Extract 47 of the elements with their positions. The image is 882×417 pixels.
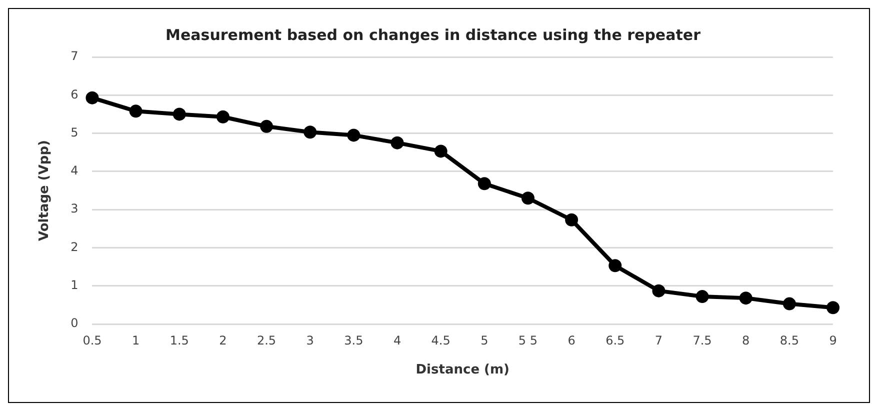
point <box>129 104 142 118</box>
x-tick-label: 7.5 <box>692 333 712 348</box>
x-tick-label: 9 <box>829 333 837 348</box>
x-axis-title: Distance (m) <box>416 362 510 378</box>
chart-title: Measurement based on changes in distance using the repeater <box>166 26 702 44</box>
point <box>86 91 99 104</box>
x-tick-label: 1 <box>132 333 140 348</box>
point <box>739 292 752 305</box>
x-tick-label: 2 <box>219 333 227 348</box>
x-tick-label: 4 <box>393 333 402 348</box>
point <box>434 144 448 158</box>
x-tick-label: 2.5 <box>256 333 276 348</box>
point <box>782 297 796 310</box>
x-tick-label: 4.5 <box>431 333 450 348</box>
x-tick-label: 3.5 <box>344 333 364 348</box>
y-tick-label: 7 <box>70 49 78 64</box>
y-tick-label: 1 <box>70 278 78 292</box>
x-tick-label: 8 <box>742 333 750 348</box>
y-axis-title: Voltage (Vpp) <box>37 140 52 241</box>
point <box>390 136 404 150</box>
x-tick-label: 7 <box>654 333 663 348</box>
x-tick-label: 5 5 <box>518 333 538 348</box>
x-tick-label: 6 <box>568 333 576 348</box>
point <box>304 126 317 139</box>
x-tick-label: 3 <box>306 333 314 348</box>
point <box>216 110 230 124</box>
point <box>521 192 534 205</box>
y-tick-label: 5 <box>70 125 78 140</box>
x-tick-label: 5 <box>480 333 488 348</box>
point <box>826 301 840 314</box>
y-tick-label: 6 <box>70 87 78 102</box>
point <box>565 213 578 226</box>
x-tick-label: 6.5 <box>606 333 625 348</box>
point <box>478 177 491 190</box>
y-tick-label: 4 <box>70 164 78 178</box>
point <box>347 128 360 142</box>
x-tick-label: 1.5 <box>170 333 189 348</box>
point <box>608 259 622 272</box>
x-tick-label: 8.5 <box>780 333 799 348</box>
x-tick-label: 0.5 <box>82 333 102 348</box>
y-tick-label: 2 <box>70 240 78 254</box>
point <box>696 290 709 304</box>
point <box>172 108 186 121</box>
y-tick-label: 3 <box>70 202 78 216</box>
y-tick-label: 0 <box>70 316 78 330</box>
point <box>652 284 666 298</box>
point <box>260 120 274 133</box>
